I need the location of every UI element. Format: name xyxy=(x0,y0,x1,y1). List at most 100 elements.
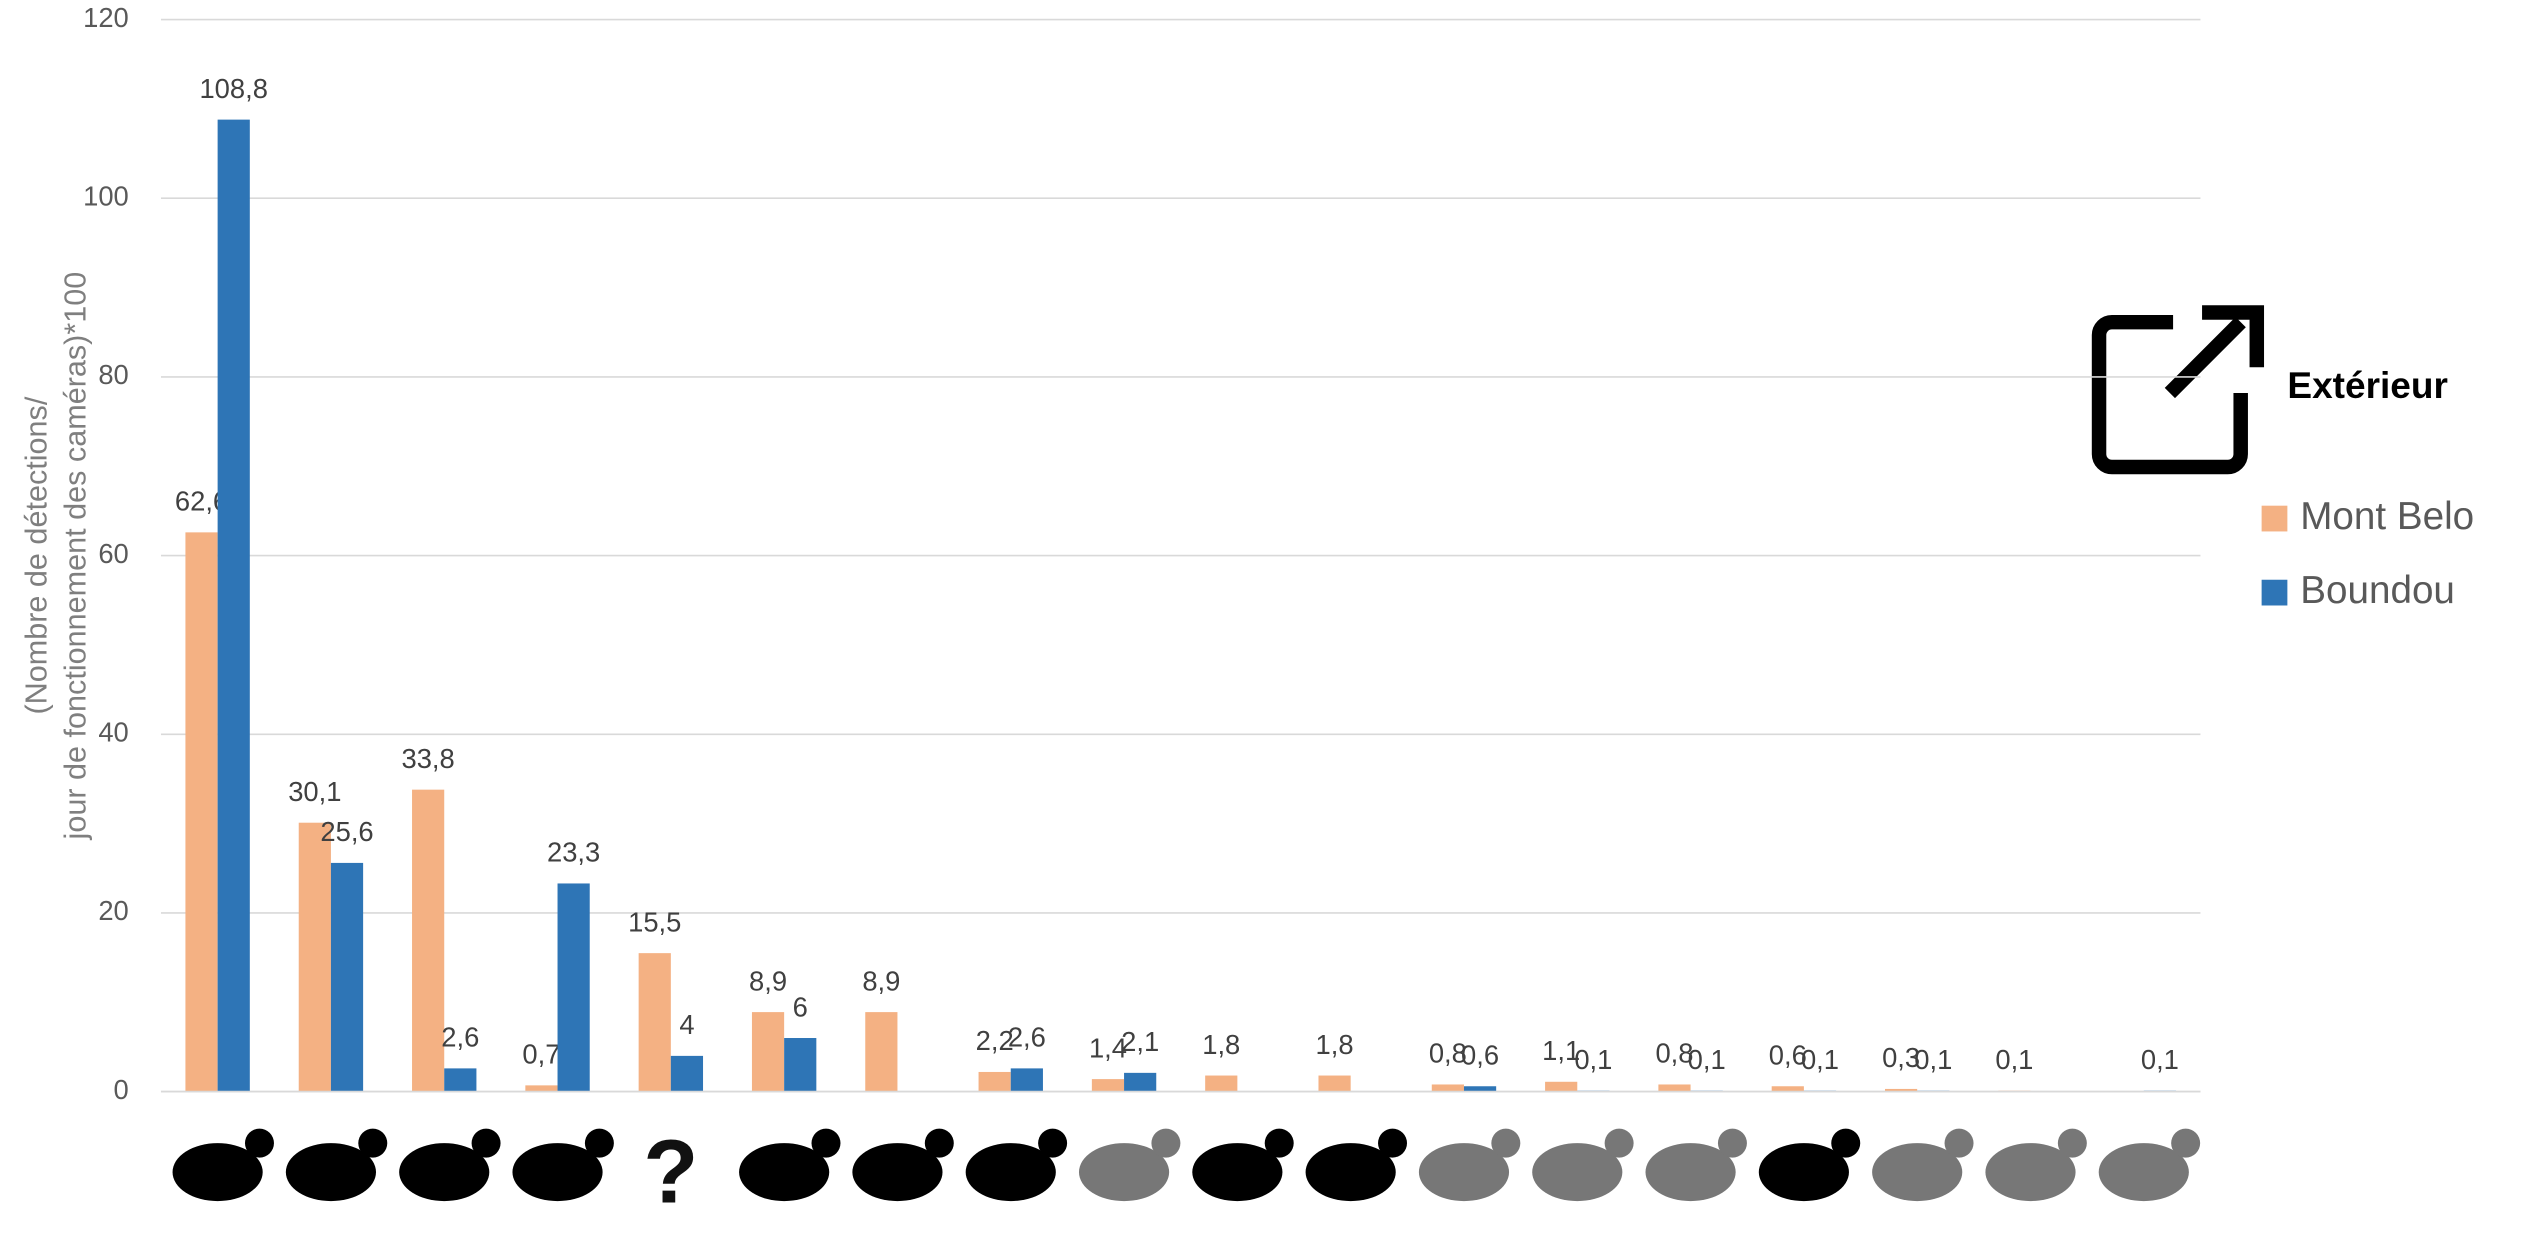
bar xyxy=(865,1012,898,1092)
value-label: 0,1 xyxy=(1801,1044,1839,1075)
y-tick-label: 60 xyxy=(98,538,128,569)
animal-icon-head xyxy=(584,1128,614,1158)
value-label: 4 xyxy=(679,1009,694,1040)
bar xyxy=(1545,1081,1578,1092)
bar xyxy=(1205,1075,1238,1092)
animal-icon-head xyxy=(1378,1128,1408,1158)
bar xyxy=(751,1012,785,1092)
bar xyxy=(298,822,331,1092)
animal-icon xyxy=(1418,1143,1510,1202)
y-tick-label: 40 xyxy=(98,716,128,747)
y-tick-label: 120 xyxy=(83,2,129,33)
value-label: 2,6 xyxy=(441,1022,479,1053)
bar xyxy=(1771,1086,1804,1092)
animal-icon-head xyxy=(1491,1128,1521,1158)
value-label: 108,8 xyxy=(199,73,267,104)
animal-icon-head xyxy=(1264,1128,1294,1158)
value-label: 30,1 xyxy=(288,776,341,807)
animal-icon-head xyxy=(1604,1128,1634,1158)
value-label: 6 xyxy=(793,991,808,1022)
legend-swatch xyxy=(2261,579,2288,606)
value-label: 1,8 xyxy=(1316,1029,1354,1060)
bar xyxy=(330,862,364,1092)
value-label: 0,1 xyxy=(2141,1044,2179,1075)
y-tick-label: 80 xyxy=(98,359,128,390)
bar xyxy=(1463,1086,1497,1092)
value-label: 2,6 xyxy=(1008,1022,1046,1053)
value-label: 1,8 xyxy=(1202,1029,1240,1060)
value-label: 0,8 xyxy=(1429,1038,1467,1069)
value-label: 25,6 xyxy=(320,816,373,847)
animal-icon xyxy=(852,1143,943,1202)
bar xyxy=(525,1085,558,1092)
animal-icon xyxy=(1192,1143,1283,1202)
external-icon xyxy=(2091,314,2248,475)
y-axis-title-line: (Nombre de détections/ xyxy=(20,396,54,714)
bar xyxy=(185,532,218,1092)
value-label: 8,9 xyxy=(862,965,900,996)
value-label: 1,1 xyxy=(1542,1035,1580,1066)
bar xyxy=(1658,1084,1691,1092)
value-label: 15,5 xyxy=(628,906,681,937)
animal-icon xyxy=(285,1143,376,1202)
animal-icon xyxy=(1645,1143,1736,1202)
animal-icon-head xyxy=(1831,1128,1861,1158)
bar xyxy=(217,119,250,1092)
bar xyxy=(670,1055,704,1092)
legend-label: Mont Belo xyxy=(2300,495,2474,538)
bar xyxy=(1318,1075,1351,1092)
y-tick-label: 20 xyxy=(98,895,128,926)
bar xyxy=(1124,1072,1157,1092)
value-label: 0,6 xyxy=(1769,1040,1807,1071)
animal-icon xyxy=(172,1143,263,1202)
animal-icon-head xyxy=(811,1128,841,1158)
legend: Extérieur xyxy=(2091,305,2448,475)
animal-icon xyxy=(965,1143,1056,1202)
value-label: 1,4 xyxy=(1089,1032,1127,1063)
bar xyxy=(1010,1068,1043,1092)
animal-icon xyxy=(512,1143,603,1202)
value-label: 2,2 xyxy=(976,1025,1014,1056)
animal-icon-head xyxy=(1717,1128,1747,1158)
bar xyxy=(557,883,590,1092)
animal-icon-head xyxy=(2057,1128,2087,1158)
animal-icon xyxy=(1078,1143,1170,1202)
animal-icon-head xyxy=(1038,1128,1068,1158)
animal-icon xyxy=(2098,1143,2189,1202)
bar xyxy=(784,1038,817,1092)
animal-icon xyxy=(739,1143,830,1202)
y-axis-title: (Nombre de détections/ jour de fonctionn… xyxy=(20,272,93,841)
animal-icon-head xyxy=(471,1128,501,1158)
value-label: 8,9 xyxy=(749,965,787,996)
value-label: 23,3 xyxy=(547,837,600,868)
value-label: 0,1 xyxy=(1574,1044,1612,1075)
animal-icon-head xyxy=(1944,1128,1974,1158)
value-label: 0,1 xyxy=(1688,1044,1726,1075)
bar xyxy=(1431,1084,1464,1092)
animal-icon-head xyxy=(358,1128,388,1158)
bar xyxy=(638,953,671,1092)
animal-icon xyxy=(1985,1143,2076,1202)
x-tick-label: ? xyxy=(643,1121,698,1222)
value-label: 0,6 xyxy=(1461,1040,1499,1071)
value-label: 2,1 xyxy=(1121,1026,1159,1057)
legend-swatch xyxy=(2261,505,2288,532)
bar xyxy=(1884,1088,1918,1092)
animal-icon xyxy=(399,1143,490,1202)
bar xyxy=(1091,1079,1125,1092)
animal-icon-head xyxy=(1151,1128,1181,1158)
y-tick-label: 0 xyxy=(114,1074,129,1105)
animal-icon xyxy=(1532,1143,1623,1202)
value-label: 0,8 xyxy=(1655,1038,1693,1069)
bar xyxy=(444,1068,477,1092)
bar xyxy=(978,1071,1011,1092)
value-label: 0,1 xyxy=(1995,1044,2033,1075)
y-axis-title-line: jour de fonctionnement des caméras)*100 xyxy=(58,272,92,841)
bar xyxy=(412,789,445,1092)
animal-icon xyxy=(1305,1143,1396,1202)
value-label: 0,1 xyxy=(1914,1044,1952,1075)
external-icon-arrow xyxy=(2164,305,2265,399)
y-tick-label: 100 xyxy=(83,180,129,211)
